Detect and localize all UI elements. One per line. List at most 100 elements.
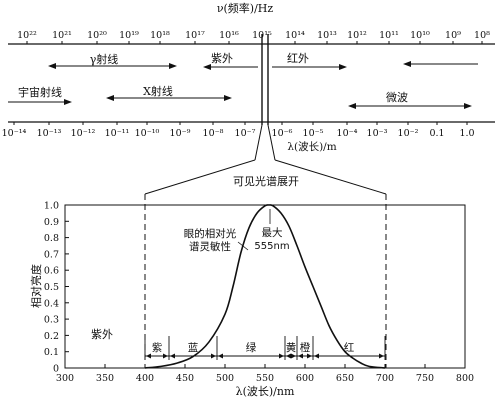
color-band-label: 黄 xyxy=(286,341,297,354)
wavelength-tick-label: 10⁻⁷ xyxy=(235,128,256,139)
sensitivity-curve xyxy=(144,204,386,369)
sensitivity-leader xyxy=(237,241,249,251)
cosmic-ray-arrow xyxy=(8,99,72,105)
x-tick-label: 450 xyxy=(176,373,194,384)
color-band-arrowhead xyxy=(218,353,223,359)
frequency-tick-label: 10¹⁴ xyxy=(285,30,305,41)
uv-chart-label: 紫外 xyxy=(91,328,113,341)
sensitivity-label-1: 眼的相对光 xyxy=(184,227,237,240)
color-band-label: 绿 xyxy=(246,341,257,354)
y-tick-label: 0.6 xyxy=(44,266,59,277)
color-band-label: 橙 xyxy=(300,341,311,354)
color-band-arrowhead xyxy=(286,353,291,359)
color-band-arrowhead xyxy=(146,353,151,359)
y-tick-label: 0.4 xyxy=(44,298,59,309)
y-tick-label: 0 xyxy=(53,364,59,375)
color-band-arrowhead xyxy=(307,353,312,359)
frequency-tick-label: 10¹¹ xyxy=(379,30,399,41)
wavelength-tick-label: 10⁻¹⁴ xyxy=(2,128,27,139)
x-tick-label: 650 xyxy=(336,373,354,384)
wavelength-tick-label: 0.1 xyxy=(429,128,444,139)
color-band-label: 蓝 xyxy=(188,342,199,354)
color-band-label: 红 xyxy=(344,341,355,354)
color-band-arrowhead xyxy=(163,353,168,359)
wavelength-tick-label: 1.0 xyxy=(459,128,474,139)
frequency-axis-label: ν(频率)/Hz xyxy=(217,1,274,15)
x-tick-labels: 300 350 400 450 500 550 600 650 700 750 800 xyxy=(56,364,474,384)
y-axis-label: 相对亮度 xyxy=(29,264,43,308)
wavelength-tick-label: 10⁻⁵ xyxy=(303,128,324,139)
wavelength-tick-label: 10⁻¹² xyxy=(71,128,96,139)
microwave-arrow xyxy=(348,103,472,109)
sensitivity-label-2: 谱灵敏性 xyxy=(189,240,231,253)
frequency-tick-label: 10¹² xyxy=(347,30,367,41)
x-tick-label: 500 xyxy=(216,373,234,384)
frequency-tick-label: 10⁸ xyxy=(474,30,490,41)
frequency-tick-labels: 10²²10²¹10²⁰10¹⁹10¹⁸10¹⁷10¹⁶10¹⁵10¹⁴10¹³… xyxy=(17,30,490,41)
y-tick-label: 0.7 xyxy=(44,249,59,260)
wavelength-tick-label: 10⁻¹¹ xyxy=(105,128,130,139)
color-band-arrowhead xyxy=(314,353,319,359)
y-tick-labels: 0 0.1 0.2 0.3 0.4 0.5 0.6 0.7 0.8 0.9 1.0 xyxy=(44,201,69,375)
color-band-arrowhead xyxy=(211,353,216,359)
x-tick-label: 300 xyxy=(56,373,74,384)
y-tick-label: 0.8 xyxy=(44,233,59,244)
y-tick-label: 0.1 xyxy=(44,347,59,358)
infrared-band-label: 红外 xyxy=(287,52,309,65)
wavelength-tick-label: 10⁻⁹ xyxy=(170,128,191,139)
expansion-lines xyxy=(144,124,387,195)
wavelength-tick-label: 10⁻¹³ xyxy=(37,128,62,139)
xray-arrow xyxy=(106,95,232,101)
frequency-tick-marks xyxy=(26,41,483,44)
frequency-tick-label: 10⁹ xyxy=(445,30,461,41)
peak-label-1: 最大 xyxy=(262,226,283,239)
frequency-tick-label: 10²² xyxy=(17,30,37,41)
visible-expand-label: 可见光谱展开 xyxy=(233,174,299,188)
y-tick-label: 1.0 xyxy=(44,201,59,212)
color-band-arrowhead xyxy=(379,353,384,359)
x-tick-label: 600 xyxy=(296,373,314,384)
xray-label: X射线 xyxy=(143,84,173,98)
frequency-tick-label: 10¹⁸ xyxy=(150,30,170,41)
x-tick-label: 550 xyxy=(256,373,274,384)
y-tick-label: 0.5 xyxy=(44,282,59,293)
frequency-tick-label: 10¹³ xyxy=(317,30,337,41)
gamma-ray-arrow xyxy=(48,63,177,69)
frequency-tick-label: 10²⁰ xyxy=(87,30,107,41)
wavelength-tick-label: 10⁻¹⁰ xyxy=(135,128,160,139)
frequency-tick-label: 10¹⁰ xyxy=(410,30,430,41)
wavelength-axis-label: λ(波长)/m xyxy=(287,140,336,153)
y-tick-label: 0.2 xyxy=(44,331,59,342)
wavelength-tick-label: 10⁻³ xyxy=(367,128,388,139)
microwave-label: 微波 xyxy=(386,90,408,104)
frequency-tick-label: 10¹⁷ xyxy=(185,30,205,41)
peak-label-2: 555nm xyxy=(254,241,289,252)
y-tick-label: 0.3 xyxy=(44,315,59,326)
color-band-arrowhead xyxy=(298,353,303,359)
wavelength-tick-label: 10⁻² xyxy=(398,128,419,139)
microwave-arrow-top xyxy=(403,61,478,67)
color-band-label: 紫 xyxy=(152,342,163,354)
wavelength-tick-label: 10⁻⁴ xyxy=(337,128,358,139)
color-band-row: 紫 蓝 绿 黄橙 红 xyxy=(144,336,386,360)
wavelength-tick-label: 10⁻⁸ xyxy=(203,128,224,139)
cosmic-ray-label: 宇宙射线 xyxy=(18,85,62,99)
frequency-tick-label: 10²¹ xyxy=(52,30,72,41)
gamma-ray-label: γ射线 xyxy=(90,52,119,66)
infrared-arrow xyxy=(272,64,347,70)
x-tick-label: 350 xyxy=(96,373,114,384)
x-axis-label: λ(波长)/nm xyxy=(236,385,295,398)
uv-band-label: 紫外 xyxy=(211,52,233,65)
uv-arrow xyxy=(203,64,258,70)
x-tick-label: 750 xyxy=(416,373,434,384)
y-tick-label: 0.9 xyxy=(44,217,59,228)
color-band-arrowhead xyxy=(291,353,296,359)
wavelength-tick-marks xyxy=(13,122,468,125)
wavelength-tick-label: 10⁻⁶ xyxy=(272,128,293,139)
x-tick-label: 700 xyxy=(376,373,394,384)
wavelength-tick-labels: 10⁻¹⁴ 10⁻¹³ 10⁻¹² 10⁻¹¹ 10⁻¹⁰ 10⁻⁹ 10⁻⁸ 10⁻⁷ 10⁻… xyxy=(2,128,475,139)
color-band-arrowhead xyxy=(279,353,284,359)
x-tick-label: 400 xyxy=(136,373,154,384)
